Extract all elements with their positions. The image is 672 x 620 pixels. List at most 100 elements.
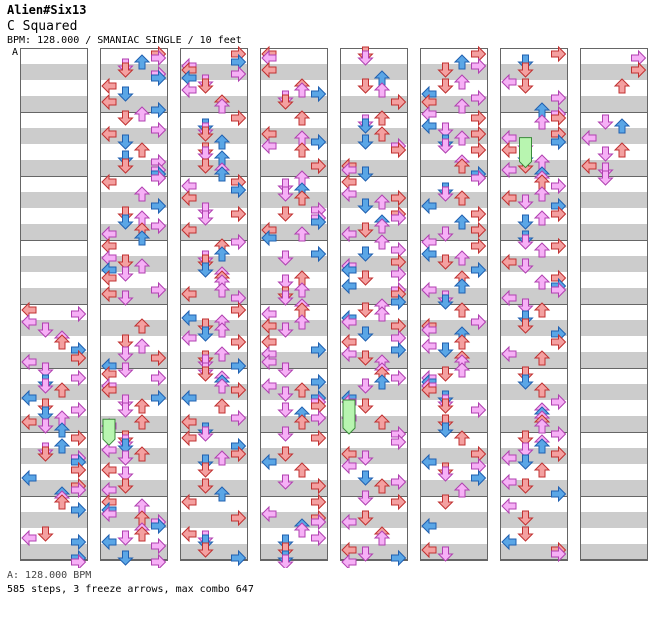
- step-arrow: [21, 389, 37, 407]
- beat-stripe: [580, 448, 648, 464]
- beat-stripe: [580, 480, 648, 496]
- beat-stripe: [20, 160, 88, 176]
- freeze-arrow: [519, 137, 532, 169]
- step-arrow: [373, 234, 391, 250]
- step-arrow: [357, 350, 374, 366]
- step-arrow: [471, 261, 487, 279]
- step-arrow: [197, 426, 214, 442]
- step-arrow: [21, 529, 37, 547]
- step-arrow: [197, 78, 214, 94]
- step-arrow: [133, 230, 151, 246]
- step-arrow: [133, 398, 151, 414]
- step-arrow: [311, 85, 327, 103]
- step-arrow: [117, 334, 134, 350]
- step-arrow: [471, 237, 487, 255]
- step-arrow: [311, 477, 327, 495]
- step-arrow: [373, 478, 391, 494]
- step-arrow: [597, 114, 614, 130]
- step-arrow: [101, 505, 117, 523]
- step-arrow: [117, 290, 134, 306]
- step-arrow: [37, 418, 54, 434]
- step-arrow: [613, 142, 631, 158]
- step-arrow: [517, 62, 534, 78]
- step-arrow: [197, 478, 214, 494]
- step-arrow: [373, 126, 391, 142]
- step-arrow: [357, 398, 374, 414]
- step-arrow: [181, 329, 197, 347]
- step-arrow: [151, 517, 167, 535]
- step-arrow: [453, 158, 471, 174]
- step-arrow: [517, 318, 534, 334]
- step-arrow: [117, 466, 134, 482]
- step-arrow: [437, 122, 454, 138]
- freeze-arrow: [102, 418, 116, 446]
- step-arrow: [357, 510, 374, 526]
- step-arrow: [213, 166, 231, 182]
- step-arrow: [151, 69, 167, 87]
- step-arrow: [117, 134, 134, 150]
- step-arrow: [277, 94, 294, 110]
- step-arrow: [71, 533, 87, 551]
- step-arrow: [311, 341, 327, 359]
- beat-stripe: [420, 512, 488, 528]
- beat-stripe: [260, 256, 328, 272]
- step-arrow: [471, 313, 487, 331]
- step-arrow: [53, 422, 71, 438]
- beat-stripe: [580, 224, 648, 240]
- column-border: [500, 48, 568, 560]
- step-arrow: [151, 49, 167, 67]
- step-arrow: [117, 158, 134, 174]
- step-arrow: [471, 221, 487, 239]
- step-arrow: [37, 446, 54, 462]
- step-arrow: [197, 146, 214, 162]
- step-arrow: [391, 93, 407, 111]
- step-arrow: [517, 510, 534, 526]
- step-arrow: [181, 493, 197, 511]
- step-arrow: [71, 369, 87, 387]
- step-arrow: [517, 258, 534, 274]
- beat-stripe: [580, 256, 648, 272]
- step-arrow: [341, 313, 357, 331]
- step-arrow: [277, 290, 294, 306]
- step-arrow: [231, 549, 247, 567]
- step-arrow: [551, 205, 567, 223]
- bpm-marker: A: [12, 47, 19, 58]
- step-arrow: [517, 78, 534, 94]
- step-arrow: [373, 218, 391, 234]
- step-arrow: [181, 429, 197, 447]
- beat-stripe: [500, 64, 568, 80]
- step-arrow: [391, 189, 407, 207]
- beat-stripe: [340, 448, 408, 464]
- step-arrow: [533, 274, 551, 290]
- step-arrow: [501, 141, 517, 159]
- step-arrow: [437, 342, 454, 358]
- freeze-arrow: [342, 399, 356, 435]
- step-arrow: [391, 549, 407, 567]
- step-arrow: [501, 533, 517, 551]
- step-arrow: [37, 322, 54, 338]
- beat-stripe: [420, 192, 488, 208]
- step-arrow: [391, 141, 407, 159]
- chart-info: BPM: 128.000 / SMANIAC SINGLE / 10 feet: [7, 35, 242, 46]
- step-arrow: [151, 537, 167, 555]
- step-arrow: [117, 450, 134, 466]
- step-arrow: [101, 125, 117, 143]
- step-arrow: [373, 414, 391, 430]
- beat-stripe: [500, 352, 568, 368]
- step-arrow: [533, 382, 551, 398]
- beat-stripe: [340, 512, 408, 528]
- step-arrow: [421, 245, 437, 263]
- step-arrow: [117, 438, 134, 454]
- step-arrow: [277, 386, 294, 402]
- step-arrow: [551, 133, 567, 151]
- step-arrow: [517, 442, 534, 458]
- step-arrow: [551, 109, 567, 127]
- step-arrow: [71, 349, 87, 367]
- step-arrow: [357, 378, 374, 394]
- beat-stripe: [20, 384, 88, 400]
- step-arrow: [533, 462, 551, 478]
- step-arrow: [373, 374, 391, 390]
- step-arrow: [197, 326, 214, 342]
- step-arrow: [551, 333, 567, 351]
- step-arrow: [261, 353, 277, 371]
